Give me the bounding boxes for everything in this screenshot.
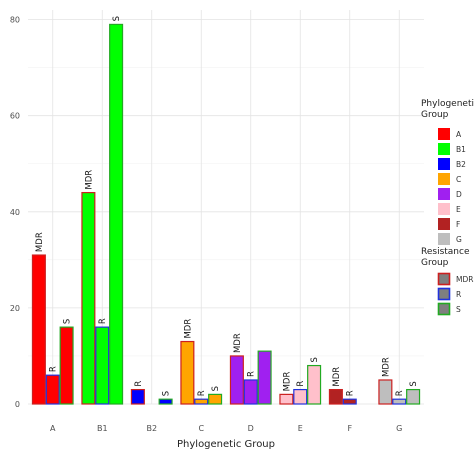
legend-label-d: D [456, 190, 462, 199]
legend-label-g: G [456, 235, 462, 244]
bar-label-c-s: S [211, 386, 221, 391]
legend-key-b1 [438, 143, 450, 155]
bar-label-b1-mdr: MDR [84, 170, 94, 190]
bar-label-f-r: R [346, 390, 356, 396]
bar-label-d-r: R [247, 371, 257, 377]
bar-b1-r [95, 326, 110, 405]
legend-key-r [437, 287, 451, 301]
x-tick-label: A [50, 424, 56, 433]
bar-d-mdr [229, 355, 244, 405]
axes: 0 20 40 60 80 A B1 B2 C D E F G [10, 16, 403, 433]
legend-key-g [438, 233, 450, 245]
x-tick-label: E [298, 424, 303, 433]
bar-g-r [392, 398, 407, 405]
bar-label-a-mdr: MDR [35, 232, 45, 252]
bar-b2-mdr [130, 388, 145, 405]
legend-key-d [438, 188, 450, 200]
bar-e-s [307, 364, 322, 405]
bar-label-g-mdr: MDR [381, 357, 391, 377]
legend-label-e: E [456, 205, 461, 214]
bar-b1-s [109, 23, 124, 405]
legend-title-line: Group [421, 110, 449, 120]
x-tick-label: B2 [146, 424, 157, 433]
bar-d-s [257, 350, 272, 405]
bar-label-a-s: S [63, 319, 73, 324]
bar-a-s [59, 326, 74, 405]
bar-label-f-mdr: MDR [332, 367, 342, 387]
bar-label-a-r: R [49, 366, 59, 372]
x-axis-title: Phylogenetic Group [177, 439, 275, 450]
bar-f-r [342, 398, 357, 405]
bar-label-g-s: S [409, 381, 419, 386]
bar-f-mdr [328, 388, 343, 405]
y-tick-label: 60 [10, 112, 20, 121]
bar-e-r [293, 388, 308, 405]
bar-c-r [194, 398, 209, 405]
bar-label-e-r: R [296, 381, 306, 387]
bar-c-s [208, 393, 223, 405]
bar-label-c-r: R [197, 390, 207, 396]
legend-key-a [438, 128, 450, 140]
x-tick-label: D [248, 424, 254, 433]
bar-a-r [45, 374, 60, 405]
legend-title-line: Resistance [421, 247, 470, 257]
bar-g-mdr [378, 379, 393, 405]
x-tick-label: F [347, 424, 352, 433]
y-tick-label: 0 [15, 400, 20, 409]
bar-g-s [406, 388, 421, 405]
bar-label-d-mdr: MDR [233, 333, 243, 353]
bar-label-b1-r: R [98, 318, 108, 324]
bar-a-mdr [31, 254, 46, 405]
bar-label-b2-s: S [162, 391, 172, 396]
legend-label-f: F [456, 220, 460, 229]
legend-key-mdr [437, 272, 451, 286]
y-tick-label: 40 [10, 208, 20, 217]
legend-label-a: A [456, 130, 462, 139]
bar-e-mdr [279, 393, 294, 405]
x-tick-label: G [396, 424, 402, 433]
bars [31, 23, 421, 405]
bar-d-r [243, 379, 258, 405]
bar-b2-s [158, 398, 173, 405]
bar-label-c-mdr: MDR [183, 319, 193, 339]
legend-label-c: C [456, 175, 461, 184]
bar-label-b1-s: S [112, 16, 122, 21]
legend-label-b2: B2 [456, 160, 466, 169]
legend-key-c [438, 173, 450, 185]
y-tick-label: 80 [10, 16, 20, 25]
x-tick-label: B1 [97, 424, 108, 433]
legend-key-s [437, 302, 451, 316]
legend-label-b1: B1 [456, 145, 466, 154]
legend-title-line: Phylogenetic [421, 99, 474, 109]
legend-title-line: Group [421, 258, 449, 268]
y-tick-label: 20 [10, 304, 20, 313]
bar-b1-mdr [81, 191, 96, 405]
bar-label-e-s: S [310, 357, 320, 362]
bar-label-g-r: R [395, 390, 405, 396]
bar-label-e-mdr: MDR [282, 372, 292, 392]
x-tick-label: C [198, 424, 204, 433]
legend-key-e [438, 203, 450, 215]
bar-label-b2-r: R [134, 381, 144, 387]
legend-key-f [438, 218, 450, 230]
legend-label-mdr: MDR [456, 275, 473, 284]
legend-label-s: S [456, 305, 461, 314]
bar-c-mdr [180, 340, 195, 405]
legend-label-r: R [456, 290, 461, 299]
legend-key-b2 [438, 158, 450, 170]
